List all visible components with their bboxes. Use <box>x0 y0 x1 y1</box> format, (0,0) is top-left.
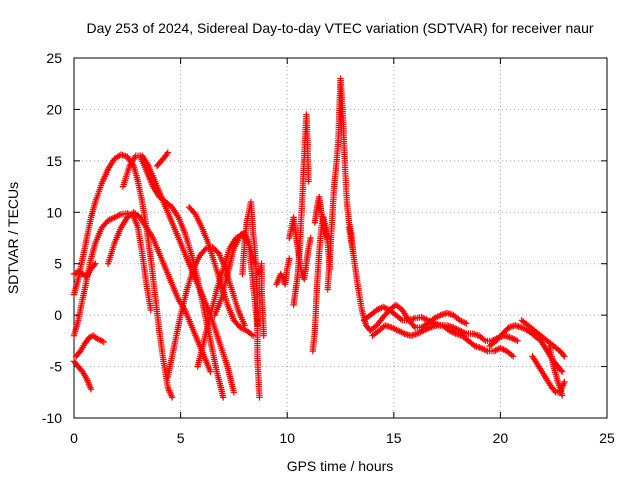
x-axis-label: GPS time / hours <box>287 458 394 474</box>
data-point-markers <box>518 317 568 360</box>
series-arc8 <box>136 152 227 401</box>
data-point-markers <box>273 255 293 288</box>
series-arc26 <box>518 317 568 360</box>
chart-title: Day 253 of 2024, Sidereal Day-to-day VTE… <box>86 20 593 36</box>
x-tick-label: 5 <box>177 430 185 446</box>
data-point-markers <box>369 322 517 360</box>
series-arc15 <box>256 260 267 339</box>
y-tick-label: 20 <box>46 101 62 117</box>
series-arc16 <box>273 255 293 288</box>
series-arc13 <box>211 229 261 329</box>
data-point-markers <box>185 203 257 339</box>
series-arc18 <box>290 111 312 309</box>
data-point-markers <box>324 75 357 293</box>
series-arc28 <box>546 342 566 399</box>
x-tick-label: 20 <box>493 430 509 446</box>
x-tick-label: 0 <box>70 430 78 446</box>
data-point-markers <box>153 149 171 170</box>
y-tick-label: -10 <box>42 410 62 426</box>
x-tick-label: 10 <box>279 430 295 446</box>
series-arc21 <box>324 75 357 293</box>
data-point-markers <box>136 152 227 401</box>
data-point-markers <box>70 358 95 393</box>
y-tick-label: 10 <box>46 204 62 220</box>
plot-frame <box>73 57 608 419</box>
series-arc3 <box>70 260 99 280</box>
data-point-markers <box>70 210 154 339</box>
series-arc11 <box>185 203 257 339</box>
x-tick-label: 15 <box>386 430 402 446</box>
data-point-markers <box>311 193 331 242</box>
data-point-markers <box>211 229 261 329</box>
y-axis-label: SDTVAR / TECUs <box>5 182 21 294</box>
series-arc1 <box>70 151 176 401</box>
y-tick-label: 0 <box>54 307 62 323</box>
series-arc2 <box>70 210 154 339</box>
axis-ticks: 0 5 10 15 20 25 -10 -5 0 5 10 15 20 25 <box>42 50 615 446</box>
y-tick-label: -5 <box>50 359 63 375</box>
data-point-markers <box>70 151 176 401</box>
y-tick-label: 5 <box>54 256 62 272</box>
data-point-markers <box>70 260 99 280</box>
y-tick-label: 25 <box>46 50 62 66</box>
data-series <box>70 75 568 401</box>
series-arc20 <box>311 193 331 242</box>
x-tick-label: 25 <box>599 430 615 446</box>
data-point-markers <box>256 260 267 339</box>
series-arc9 <box>153 149 171 170</box>
series-arc24 <box>369 322 517 360</box>
data-point-markers <box>546 342 566 399</box>
series-arc4 <box>70 358 95 393</box>
series-arc14 <box>239 198 263 401</box>
series-arc5 <box>72 332 107 360</box>
data-point-markers <box>290 111 312 309</box>
data-point-markers <box>72 332 107 360</box>
y-tick-label: 15 <box>46 153 62 169</box>
data-point-markers <box>239 198 263 401</box>
